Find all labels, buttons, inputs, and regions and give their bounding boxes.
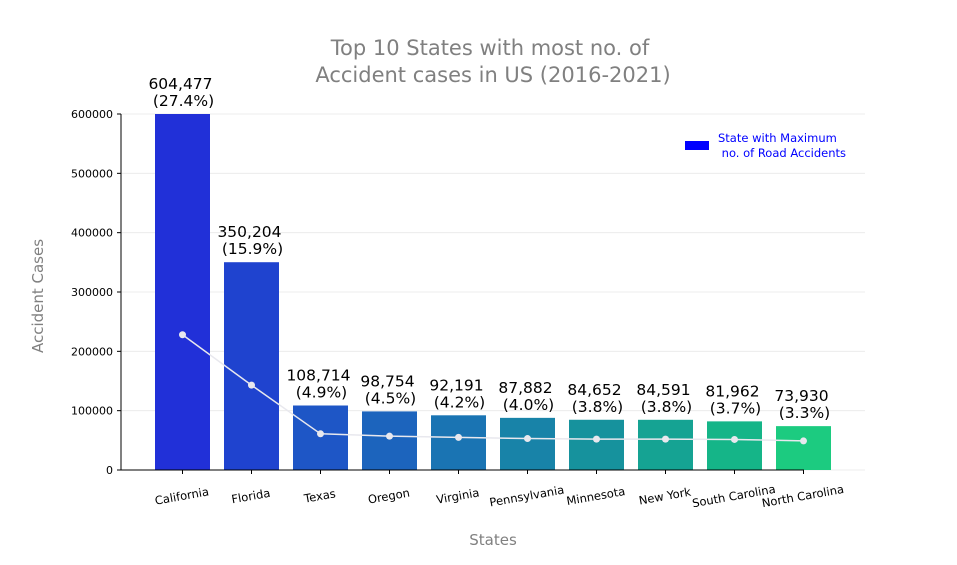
trend-point — [179, 331, 186, 339]
bar-virginia — [431, 415, 486, 470]
x-tick-label: New York — [638, 485, 693, 508]
x-tick-label: Virginia — [435, 485, 480, 506]
data-label-value: 84,591 — [636, 381, 690, 399]
legend: State with Maximum no. of Road Accidents — [685, 131, 846, 160]
y-tick-label: 400000 — [71, 227, 113, 240]
x-tick-label: California — [154, 484, 210, 507]
data-label-percent: (15.9%) — [222, 240, 283, 258]
y-tick-label: 300000 — [71, 286, 113, 299]
data-label-percent: (3.8%) — [641, 398, 692, 416]
data-label-value: 108,714 — [286, 366, 350, 384]
data-label-percent: (3.3%) — [779, 404, 830, 422]
y-tick-label: 0 — [106, 464, 113, 477]
data-label-value: 87,882 — [498, 379, 552, 397]
y-tick-label: 200000 — [71, 345, 113, 358]
bar-north-carolina — [776, 426, 831, 470]
bar-texas — [293, 405, 348, 470]
trend-point — [800, 437, 807, 445]
y-tick-label: 100000 — [71, 405, 113, 418]
x-tick-label: Minnesota — [565, 484, 626, 508]
data-labels: 604,477(27.4%) 350,204(15.9%) 108,714(4.9%… — [148, 75, 830, 422]
bar-oregon — [362, 411, 417, 470]
bars — [155, 114, 831, 470]
data-label-value: 98,754 — [360, 372, 414, 390]
bar-new-york — [638, 419, 693, 470]
trend-point — [386, 432, 393, 440]
bar-pennsylvania — [500, 417, 555, 470]
chart-title-line-1: Top 10 States with most no. of — [330, 36, 650, 60]
bar-minnesota — [569, 419, 624, 470]
trend-point — [593, 435, 600, 443]
data-label-percent: (27.4%) — [153, 92, 214, 110]
data-label-percent: (3.7%) — [710, 399, 761, 417]
trend-line-path — [182, 334, 804, 442]
y-axis-label: Accident Cases — [29, 239, 47, 353]
trend-point — [248, 381, 255, 389]
data-label-value: 92,191 — [429, 376, 483, 394]
chart-title-line-2: Accident cases in US (2016-2021) — [315, 63, 670, 87]
x-tick-label: Oregon — [367, 486, 411, 507]
trend-point — [662, 435, 669, 443]
data-label-value: 73,930 — [774, 387, 828, 405]
data-label-value: 350,204 — [217, 223, 281, 241]
trend-point — [731, 435, 738, 443]
legend-label-line-1: State with Maximum — [718, 131, 837, 145]
data-label-percent: (4.5%) — [365, 389, 416, 407]
data-label-percent: (3.8%) — [572, 398, 623, 416]
bar-south-carolina — [707, 421, 762, 470]
legend-label-line-2: no. of Road Accidents — [718, 146, 846, 160]
trend-point — [524, 435, 531, 443]
y-tick-label: 600000 — [71, 108, 113, 121]
bar-california — [155, 114, 210, 470]
data-label-percent: (4.9%) — [296, 383, 347, 401]
data-label-value: 84,652 — [567, 381, 621, 399]
x-tick-label: Pennsylvania — [488, 483, 565, 510]
data-label-percent: (4.2%) — [434, 393, 485, 411]
x-axis-label: States — [469, 531, 517, 549]
data-label-value: 81,962 — [705, 382, 759, 400]
y-tick-label: 500000 — [71, 167, 113, 180]
x-tick-label: Texas — [302, 486, 337, 505]
trend-point — [455, 433, 462, 441]
data-label-percent: (4.0%) — [503, 396, 554, 414]
legend-swatch — [685, 141, 709, 150]
data-label-value: 604,477 — [148, 75, 212, 93]
x-tick-label: Florida — [230, 486, 271, 507]
trend-point — [317, 430, 324, 438]
trend-line — [179, 331, 807, 445]
bar-florida — [224, 262, 279, 470]
